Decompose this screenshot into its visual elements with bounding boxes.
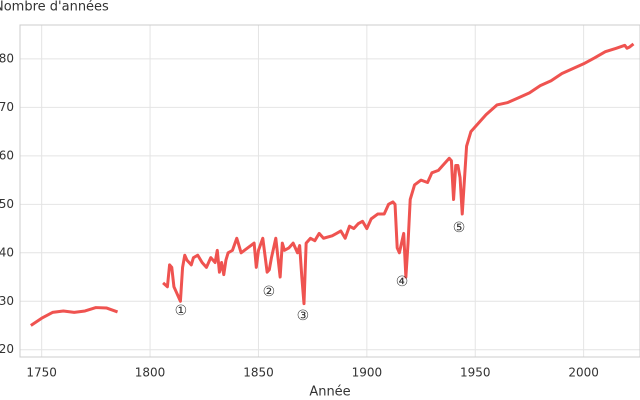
x-tick-label: 1900 bbox=[352, 366, 383, 380]
x-tick-label: 2000 bbox=[568, 366, 599, 380]
y-tick-label: 30 bbox=[0, 294, 14, 308]
line bbox=[162, 42, 635, 306]
annotation: ② bbox=[263, 284, 276, 300]
annotation: ① bbox=[175, 303, 188, 319]
x-tick-label: 1750 bbox=[26, 366, 57, 380]
annotation: ⑤ bbox=[453, 220, 466, 236]
x-axis-label: Année bbox=[309, 385, 350, 400]
plot-frame bbox=[19, 24, 640, 358]
line bbox=[30, 306, 119, 327]
y-tick-label: 60 bbox=[0, 148, 14, 162]
x-tick-label: 1800 bbox=[135, 366, 166, 380]
y-axis-label: Nombre d'années bbox=[0, 0, 109, 15]
annotation: ④ bbox=[396, 274, 409, 290]
y-tick-label: 20 bbox=[0, 342, 14, 356]
x-tick-label: 1950 bbox=[460, 366, 491, 380]
y-tick-label: 40 bbox=[0, 245, 14, 259]
y-tick-label: 70 bbox=[0, 100, 14, 114]
y-tick-label: 80 bbox=[0, 51, 14, 65]
x-tick-label: 1850 bbox=[243, 366, 274, 380]
y-tick-label: 50 bbox=[0, 197, 14, 211]
annotation: ③ bbox=[297, 308, 310, 324]
